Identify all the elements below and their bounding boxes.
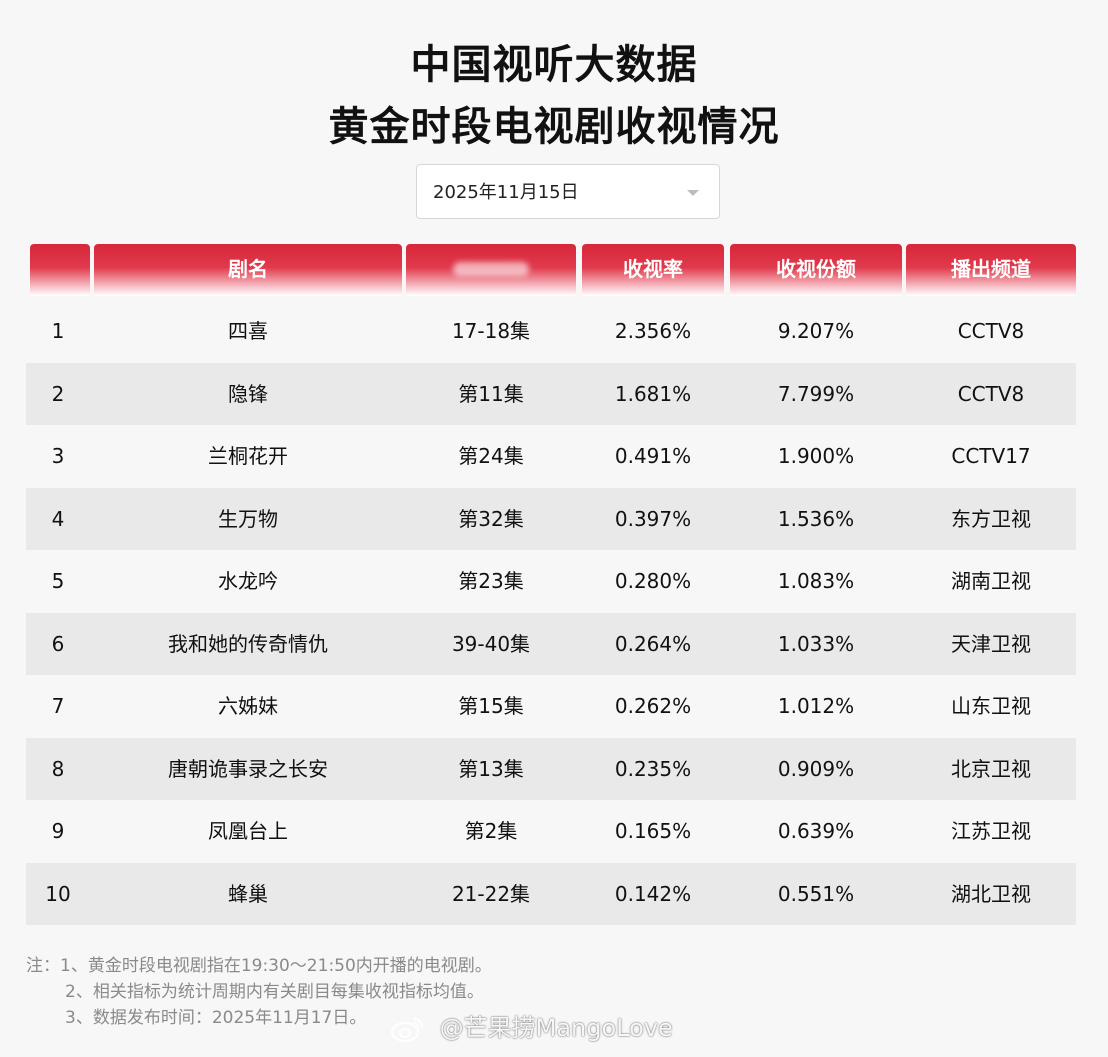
cell-title: 生万物: [218, 506, 278, 531]
cell-rank: 4: [51, 506, 65, 531]
footnote-3: 3、数据发布时间：2025年11月17日。: [65, 1008, 367, 1028]
table-row: 4 生万物 第32集 0.397% 1.536% 东方卫视: [26, 487, 1076, 550]
header-rank: [30, 244, 90, 296]
table-row: 9 凤凰台上 第2集 0.165% 0.639% 江苏卫视: [26, 800, 1076, 863]
cell-episode: 第13集: [458, 756, 524, 781]
table-row: 1 四喜 17-18集 2.356% 9.207% CCTV8: [26, 300, 1076, 363]
page-title: 中国视听大数据: [410, 42, 698, 88]
date-select-value: 2025年11月15日: [433, 182, 579, 203]
chevron-down-icon: [687, 190, 699, 196]
table-row: 8 唐朝诡事录之长安 第13集 0.235% 0.909% 北京卫视: [26, 737, 1076, 800]
table-row: 5 水龙吟 第23集 0.280% 1.083% 湖南卫视: [26, 550, 1076, 613]
cell-share: 1.536%: [777, 506, 855, 531]
cell-share: 7.799%: [777, 381, 855, 406]
header-share: 收视份额: [730, 244, 902, 296]
header-title: 剧名: [94, 244, 402, 296]
cell-title: 我和她的传奇情仇: [168, 631, 328, 656]
cell-title: 唐朝诡事录之长安: [168, 756, 328, 781]
cell-rank: 5: [51, 569, 65, 593]
cell-rank: 1: [51, 319, 65, 343]
cell-rank: 10: [45, 881, 71, 906]
cell-channel: 东方卫视: [951, 506, 1031, 531]
cell-rank: 2: [51, 381, 65, 406]
cell-title: 水龙吟: [218, 569, 278, 593]
page-subtitle: 黄金时段电视剧收视情况: [328, 104, 780, 150]
cell-rank: 9: [51, 819, 65, 843]
cell-share: 9.207%: [777, 319, 855, 343]
blurred-label: [453, 262, 529, 276]
cell-channel: CCTV17: [951, 444, 1031, 468]
header-rating: 收视率: [582, 244, 724, 296]
cell-rating: 0.142%: [614, 881, 692, 906]
cell-episode: 第23集: [458, 569, 524, 593]
cell-rating: 0.491%: [614, 444, 692, 468]
cell-title: 兰桐花开: [208, 444, 288, 468]
table-row: 7 六姊妹 第15集 0.262% 1.012% 山东卫视: [26, 675, 1076, 738]
cell-share: 0.551%: [777, 881, 855, 906]
cell-share: 0.639%: [777, 819, 855, 843]
cell-title: 四喜: [228, 319, 268, 343]
cell-episode: 39-40集: [451, 631, 531, 656]
cell-rating: 0.235%: [614, 756, 692, 781]
cell-rating: 0.280%: [614, 569, 692, 593]
watermark-text: @芒果捞MangoLove: [439, 1014, 673, 1042]
cell-channel: CCTV8: [957, 381, 1025, 406]
cell-title: 凤凰台上: [208, 819, 288, 843]
cell-share: 1.012%: [777, 694, 855, 718]
footnote-1: 注：1、黄金时段电视剧指在19:30～21:50内开播的电视剧。: [26, 956, 492, 976]
cell-rank: 7: [51, 694, 65, 718]
cell-episode: 第11集: [458, 381, 524, 406]
header-episode: [406, 244, 576, 296]
table-body: 1 四喜 17-18集 2.356% 9.207% CCTV8 2 隐锋 第11集 1.681% 7…: [26, 300, 1076, 925]
cell-share: 1.900%: [777, 444, 855, 468]
cell-rank: 3: [51, 444, 65, 468]
cell-rank: 6: [51, 631, 65, 656]
table-header: 剧名 收视率 收视份额 播出频道: [26, 242, 1076, 300]
cell-channel: CCTV8: [957, 319, 1025, 343]
cell-rating: 0.397%: [614, 506, 692, 531]
cell-share: 1.033%: [777, 631, 855, 656]
weibo-logo-icon: [391, 1018, 423, 1042]
table-row: 10 蜂巢 21-22集 0.142% 0.551% 湖北卫视: [26, 862, 1076, 925]
cell-episode: 第2集: [464, 819, 518, 843]
cell-episode: 第15集: [458, 694, 524, 718]
cell-title: 六姊妹: [218, 694, 278, 718]
cell-rating: 0.262%: [614, 694, 692, 718]
cell-rating: 1.681%: [614, 381, 692, 406]
cell-rating: 0.264%: [614, 631, 692, 656]
cell-episode: 第24集: [458, 444, 524, 468]
cell-title: 隐锋: [228, 381, 268, 406]
cell-episode: 17-18集: [451, 319, 531, 343]
footnotes: 注：1、黄金时段电视剧指在19:30～21:50内开播的电视剧。 2、相关指标为…: [26, 953, 492, 1031]
date-select[interactable]: 2025年11月15日: [416, 164, 720, 219]
cell-episode: 21-22集: [451, 881, 531, 906]
table-row: 2 隐锋 第11集 1.681% 7.799% CCTV8: [26, 362, 1076, 425]
cell-channel: 北京卫视: [951, 756, 1031, 781]
cell-episode: 第32集: [458, 506, 524, 531]
watermark: @芒果捞MangoLove: [390, 1010, 673, 1046]
cell-channel: 湖南卫视: [951, 569, 1031, 593]
table-row: 6 我和她的传奇情仇 39-40集 0.264% 1.033% 天津卫视: [26, 612, 1076, 675]
cell-rating: 2.356%: [614, 319, 692, 343]
cell-title: 蜂巢: [228, 881, 268, 906]
cell-rating: 0.165%: [614, 819, 692, 843]
cell-rank: 8: [51, 756, 65, 781]
header-channel: 播出频道: [906, 244, 1076, 296]
cell-share: 0.909%: [777, 756, 855, 781]
cell-channel: 天津卫视: [951, 631, 1031, 656]
footnote-2: 2、相关指标为统计周期内有关剧目每集收视指标均值。: [65, 982, 484, 1002]
cell-channel: 江苏卫视: [951, 819, 1031, 843]
cell-channel: 山东卫视: [951, 694, 1031, 718]
cell-share: 1.083%: [777, 569, 855, 593]
cell-channel: 湖北卫视: [951, 881, 1031, 906]
table-row: 3 兰桐花开 第24集 0.491% 1.900% CCTV17: [26, 425, 1076, 488]
ratings-table: 剧名 收视率 收视份额 播出频道 1 四喜 17-18集 2.356% 9.207% CC…: [26, 242, 1076, 925]
